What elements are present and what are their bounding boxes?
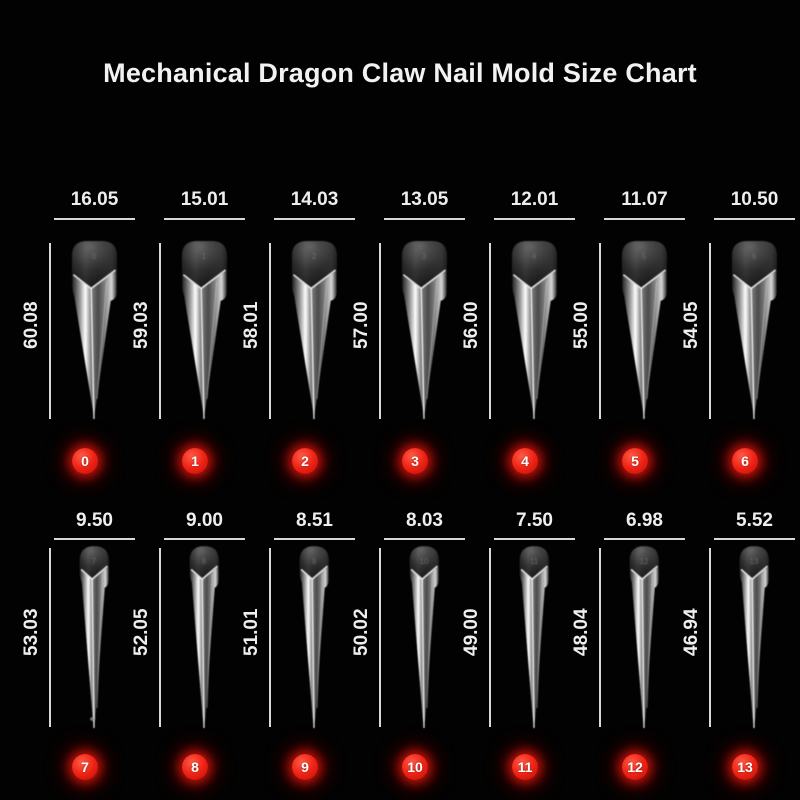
svg-text:8: 8 [202,557,207,566]
svg-text:6: 6 [752,252,757,261]
svg-text:7: 7 [92,557,97,566]
svg-text:2: 2 [312,252,317,261]
svg-text:13: 13 [750,557,759,566]
svg-text:11: 11 [530,557,539,566]
svg-text:9: 9 [312,557,317,566]
svg-text:5: 5 [642,252,647,261]
svg-text:1: 1 [202,252,207,261]
svg-text:10: 10 [420,557,429,566]
svg-text:0: 0 [92,252,97,261]
svg-text:12: 12 [640,557,649,566]
svg-text:3: 3 [422,252,427,261]
svg-text:4: 4 [532,252,537,261]
